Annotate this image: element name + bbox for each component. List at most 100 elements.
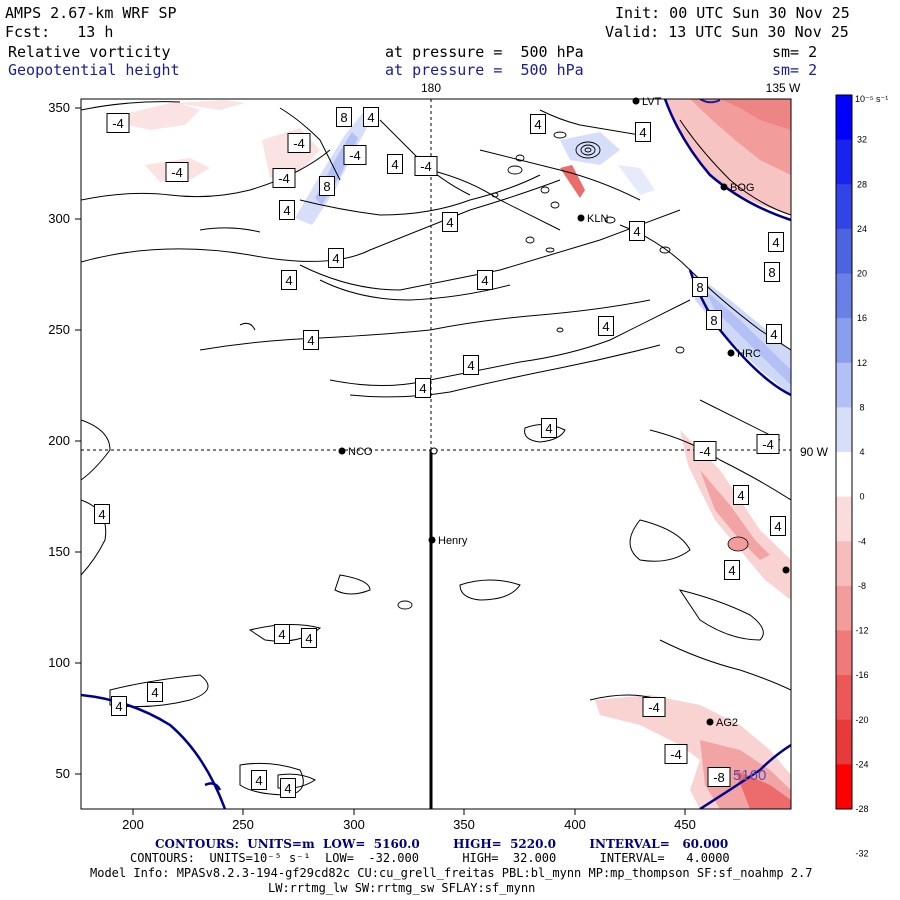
x-tick-label: 200: [122, 817, 144, 832]
contour-label-text: -8: [713, 770, 725, 785]
contour-label-text: 4: [633, 224, 640, 239]
colorbar-tick-label: -12: [855, 626, 868, 636]
station-label: AG2: [716, 717, 738, 729]
parallel-label-90w: 90 W: [800, 445, 829, 459]
station-dot: [338, 447, 346, 455]
field1-level: at pressure = 500 hPa: [385, 43, 584, 61]
contour-label-box: [363, 107, 379, 127]
station-label: BOG: [730, 182, 754, 194]
contour-label-text: -4: [670, 747, 682, 762]
contour-label-box: [387, 154, 403, 174]
field1-smooth: sm= 2: [772, 43, 818, 61]
colorbar-tick-label: 32: [857, 135, 867, 145]
contour-label-text: -4: [293, 136, 305, 151]
x-tick-label: 350: [453, 817, 475, 832]
forecast-hour: Fcst: 13 h: [5, 23, 114, 41]
contour-label-text: 8: [323, 179, 330, 194]
contour-label-box: [756, 434, 780, 454]
colorbar-swatch: [836, 719, 852, 765]
contour-label-box: [707, 767, 731, 787]
contour-label-text: 4: [481, 273, 488, 288]
contour-label-box: [319, 176, 335, 196]
contour-label-text: 4: [737, 488, 744, 503]
meridian-label-135w: 135 W: [766, 81, 801, 95]
vorticity-neg-region: [175, 100, 245, 110]
colorbar-swatch: [836, 630, 852, 676]
colorbar-tick-label: -8: [858, 581, 866, 591]
contour-label-text: 4: [305, 631, 312, 646]
contour-label-text: 4: [283, 203, 290, 218]
contour-label-box: [303, 330, 319, 350]
contour-label-box: [642, 697, 666, 717]
colorbar-tick-label: -24: [855, 759, 868, 769]
contour-label-text: 4: [774, 519, 781, 534]
contour-label-text: 4: [467, 358, 474, 373]
contour-label-text: -4: [420, 159, 432, 174]
station-label: HRC: [737, 348, 761, 360]
contour-label-box: [415, 378, 431, 398]
colorbar-swatch: [836, 95, 852, 141]
contour-label-box: [598, 316, 614, 336]
contour-label-text: 4: [639, 125, 646, 140]
colorbar: 32 28 24 20 16 12 8 4 0 -4 -8 -12 -16 -20 -24 -28 -32: [835, 94, 869, 859]
contour-label-box: [629, 221, 645, 241]
contour-label-box: [706, 310, 722, 330]
station-dot: [720, 183, 728, 191]
contour-label-text: 4: [728, 563, 735, 578]
colorbar-swatch: [836, 541, 852, 587]
height-contour: [699, 99, 721, 104]
footer-model-info: Model Info: MPASv8.2.3-194-gf29cd82c CU:…: [90, 866, 813, 880]
contour-label-text: -4: [171, 165, 183, 180]
contour-label-box: [343, 145, 367, 165]
station-dot: [706, 718, 714, 726]
vorticity-neg-region: [727, 536, 749, 552]
contour-label-text: -4: [112, 116, 124, 131]
coastlines: [81, 99, 791, 809]
axis-ticks: [75, 107, 686, 815]
contour-label-text: 4: [391, 157, 398, 172]
colorbar-tick-label: 8: [859, 402, 864, 412]
y-tick-label: 100: [48, 655, 70, 670]
colorbar-swatch: [836, 452, 852, 498]
contour-label-box: [414, 156, 438, 176]
colorbar-tick-label: 4: [859, 447, 864, 457]
colorbar-tick-label: 0: [859, 492, 864, 502]
colorbar-swatch: [836, 184, 852, 230]
colorbar-swatch: [836, 585, 852, 631]
colorbar-swatch: [836, 675, 852, 721]
contour-label-text: 4: [534, 117, 541, 132]
station-dot: [782, 566, 790, 574]
contour-label-box: [664, 744, 688, 764]
colorbar-tick-label: -32: [855, 849, 868, 859]
x-tick-label: 300: [343, 817, 365, 832]
contour-label-text: 4: [278, 627, 285, 642]
colorbar-swatch: [836, 496, 852, 542]
colorbar-swatch: [836, 407, 852, 453]
meridian-label-180: 180: [421, 81, 441, 95]
stations: NCO Henry KLN BOG HRC AG2 LVT: [338, 96, 790, 729]
colorbar-swatch: [836, 764, 852, 810]
contour-label-text: 4: [332, 251, 339, 266]
colorbar-tick-label: 20: [857, 269, 867, 279]
model-title: AMPS 2.67-km WRF SP: [5, 4, 177, 22]
contour-label-text: 4: [772, 235, 779, 250]
contour-label-text: 4: [446, 215, 453, 230]
colorbar-tick-label: -16: [855, 670, 868, 680]
contour-label-text: 8: [768, 265, 775, 280]
init-time: Init: 00 UTC Sun 30 Nov 25: [615, 4, 850, 22]
x-tick-label: 400: [564, 817, 586, 832]
contour-label-box: [287, 133, 311, 153]
footer-model-info-2: LW:rrtmg_lw SW:rrtmg_sw SFLAY:sf_mynn: [268, 881, 536, 895]
colorbar-tick-label: -28: [855, 804, 868, 814]
x-tick-label: 450: [674, 817, 696, 832]
field1-name: Relative vorticity: [8, 43, 171, 61]
contour-label-box: [724, 560, 740, 580]
contour-label-text: 4: [284, 781, 291, 796]
contour-label-box: [768, 232, 784, 252]
colorbar-swatch: [836, 362, 852, 408]
vorticity-neg-region: [735, 770, 791, 809]
contour-label-text: 4: [307, 333, 314, 348]
contour-label-text: -4: [699, 444, 711, 459]
field2-level: at pressure = 500 hPa: [385, 61, 584, 79]
contour-label-box: [280, 778, 296, 798]
